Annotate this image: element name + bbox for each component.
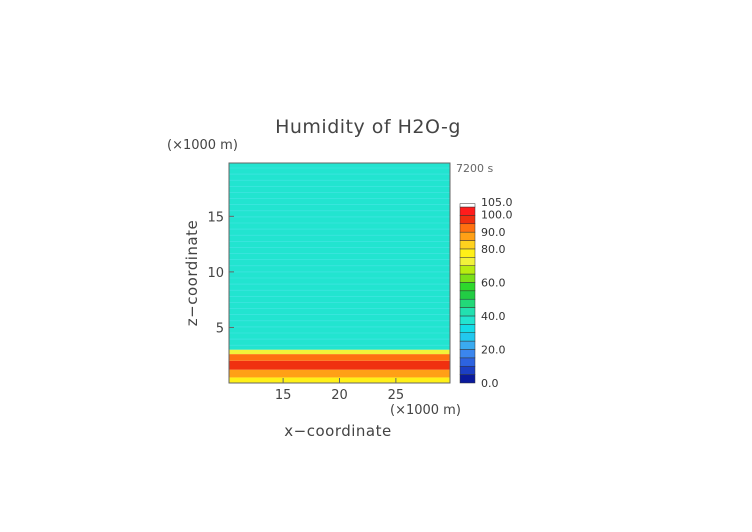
colorbar-segment <box>459 315 476 325</box>
colorbar-tick-label: 20.0 <box>481 343 506 356</box>
colorbar-segment <box>459 223 476 233</box>
colorbar-segment <box>459 374 476 384</box>
colorbar-segment <box>459 282 476 292</box>
colorbar-tick-label: 90.0 <box>481 226 506 239</box>
y-unit-label: (×1000 m) <box>167 138 238 153</box>
colorbar-segment <box>459 357 476 367</box>
colorbar-tick-label: 0.0 <box>481 377 499 390</box>
field-band <box>229 360 450 370</box>
y-tick-label: 5 <box>216 321 224 336</box>
colorbar-tick-label: 60.0 <box>481 276 506 289</box>
colorbar-segment <box>459 248 476 258</box>
colorbar-segment <box>459 324 476 333</box>
colorbar-segment <box>459 206 476 216</box>
colorbar-segment <box>459 365 476 375</box>
field-band <box>229 354 450 361</box>
x-tick-label: 20 <box>331 388 348 403</box>
colorbar-segment <box>459 273 476 283</box>
colorbar-segment <box>459 332 476 342</box>
colorbar-segment <box>459 203 476 208</box>
colorbar-segment <box>459 265 476 275</box>
colorbar-segment <box>459 298 476 308</box>
colorbar-tick-label: 105.0 <box>481 196 513 209</box>
colorbar-segment <box>459 240 476 250</box>
chart-title: Humidity of H2O-g <box>275 116 461 138</box>
x-tick-label: 25 <box>388 388 405 403</box>
colorbar-segment <box>459 290 476 300</box>
field-band <box>229 349 450 355</box>
x-unit-label: (×1000 m) <box>390 403 461 418</box>
y-tick-label: 15 <box>207 210 224 225</box>
x-axis-ticks: 15 20 25 <box>275 378 404 403</box>
field-band <box>229 163 450 350</box>
x-axis-label: x−coordinate <box>284 422 391 440</box>
colorbar-segment <box>459 307 476 317</box>
colorbar-tick-label: 100.0 <box>481 208 513 221</box>
time-label: 7200 s <box>456 162 493 175</box>
colorbar-tick-label: 40.0 <box>481 310 506 323</box>
y-tick-label: 10 <box>207 266 224 281</box>
contour-field <box>229 163 450 383</box>
field-band <box>229 369 450 378</box>
colorbar-tick-label: 80.0 <box>481 243 506 256</box>
x-tick-label: 15 <box>275 388 292 403</box>
colorbar-segment <box>459 215 476 225</box>
y-axis-label: z−coordinate <box>183 220 201 326</box>
y-axis-ticks: 5 10 15 <box>207 210 234 336</box>
colorbar-segment <box>459 231 476 241</box>
colorbar-segment <box>459 340 476 350</box>
colorbar-segment <box>459 257 476 266</box>
colorbar-segment <box>459 349 476 359</box>
